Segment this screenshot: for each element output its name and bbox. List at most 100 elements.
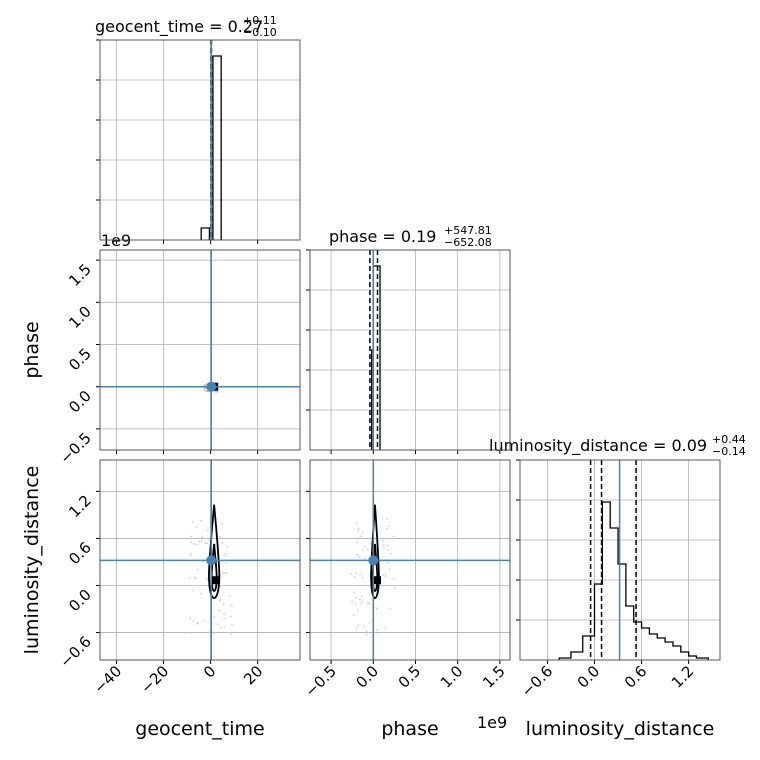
scatter-point	[357, 556, 360, 559]
scatter-point	[375, 607, 378, 609]
contour-level	[370, 504, 380, 599]
scatter-point	[189, 616, 192, 619]
scatter-point	[387, 548, 389, 551]
scatter-point	[225, 552, 227, 555]
scatter-point	[355, 572, 357, 575]
tick-label-x: 20	[240, 662, 266, 688]
title-phase-main: phase = 0.19	[329, 227, 436, 246]
title-geocent-time-sup: +0.11	[243, 14, 277, 27]
scatter-point	[351, 600, 354, 603]
contour-level	[208, 504, 221, 599]
scatter-point	[200, 519, 203, 522]
tick-label-x: −0.6	[518, 662, 556, 700]
tick-label-x: −20	[137, 662, 172, 697]
scatter-point	[195, 526, 198, 529]
scatter-point	[361, 576, 364, 579]
scatter-point	[383, 546, 385, 549]
tick-label-y: −0.6	[56, 633, 94, 671]
pair-group	[100, 460, 300, 660]
scatter-point	[196, 568, 199, 571]
panel-luminosity-distance-vs-geocent-time: −0.6 0.0 0.6 1.2 −40 −20 0 20	[56, 459, 301, 697]
panel-hist-geocent-time	[96, 39, 301, 244]
scatter-point	[225, 561, 227, 564]
scatter-point	[384, 573, 387, 576]
tick-label-y: 1.2	[65, 491, 95, 521]
scatter-point	[192, 521, 194, 523]
scatter-point	[228, 594, 231, 597]
tick-label-x: 1.5	[479, 662, 509, 692]
scatter-point	[355, 627, 358, 629]
offset-label-phase-x: 1e9	[477, 713, 507, 732]
scatter-point	[393, 587, 396, 590]
scatter-point	[382, 539, 385, 542]
scatter-point	[362, 625, 365, 628]
tick-label-x: 0.5	[395, 662, 425, 692]
scatter-point	[206, 529, 209, 532]
scatter-point	[229, 615, 232, 618]
title-phase: phase = 0.19 +547.81 −652.08	[329, 224, 492, 249]
tick-label-x: 1.2	[668, 662, 698, 692]
scatter-point	[359, 535, 362, 538]
scatter-point	[189, 554, 192, 557]
pair-group	[100, 250, 300, 450]
truth-marker	[206, 381, 217, 392]
scatter-point	[196, 621, 199, 624]
scatter-point	[226, 545, 229, 548]
scatter-point	[367, 602, 370, 605]
scatter-point	[198, 540, 201, 543]
scatter-point	[365, 633, 368, 636]
axes-frame	[519, 459, 721, 661]
scatter-point	[365, 630, 368, 633]
svg-text:geocent_time = 0.27: geocent_time = 0.27	[95, 17, 263, 37]
scatter-point	[352, 614, 355, 616]
scatter-point	[388, 525, 391, 527]
scatter-point	[390, 552, 393, 555]
scatter-point	[379, 531, 382, 534]
hist-group	[558, 460, 709, 660]
axes-frame	[309, 249, 511, 451]
scatter-point	[366, 548, 369, 551]
title-luminosity-distance-sup: +0.44	[712, 433, 746, 446]
ylabel-phase: phase	[21, 321, 43, 378]
scatter-point	[384, 626, 387, 629]
contour-level	[210, 543, 218, 592]
scatter-point	[200, 540, 203, 542]
scatter-point	[230, 633, 233, 635]
hist-group	[369, 250, 381, 450]
scatter-point	[356, 609, 359, 612]
scatter-point	[384, 575, 387, 578]
xlabel-phase: phase	[381, 718, 438, 740]
scatter-point	[200, 592, 202, 595]
scatter-point	[219, 627, 222, 629]
scatter-point	[190, 535, 193, 538]
tick-label-y: 1.5	[65, 260, 95, 290]
scatter-point	[223, 626, 226, 629]
hist-group	[200, 40, 222, 240]
scatter-point	[194, 576, 197, 579]
tick-label-x: 0.0	[574, 662, 604, 692]
scatter-point	[218, 609, 221, 612]
truth-marker	[206, 555, 217, 566]
tick-label-x: 0	[200, 662, 219, 681]
scatter-point	[192, 620, 195, 623]
scatter-point	[219, 599, 222, 602]
scatter-point	[218, 535, 221, 538]
scatter-point	[203, 389, 206, 392]
scatter-point	[223, 613, 226, 616]
scatter-point	[392, 535, 395, 538]
pair-group	[310, 460, 510, 660]
scatter-point	[386, 544, 389, 547]
scatter-point	[224, 572, 226, 574]
tick-label-y: 0.0	[65, 586, 95, 616]
scatter-point	[389, 607, 392, 610]
panel-hist-phase	[306, 249, 511, 454]
scatter-point	[363, 557, 366, 560]
xlabel-luminosity-distance: luminosity_distance	[526, 718, 715, 740]
xlabel-geocent-time: geocent_time	[135, 718, 264, 740]
scatter-point	[193, 542, 195, 545]
axes-frame	[309, 459, 511, 661]
scatter-point	[223, 617, 226, 620]
density-core	[372, 576, 381, 585]
scatter-point	[204, 542, 206, 544]
scatter-point	[357, 530, 359, 532]
